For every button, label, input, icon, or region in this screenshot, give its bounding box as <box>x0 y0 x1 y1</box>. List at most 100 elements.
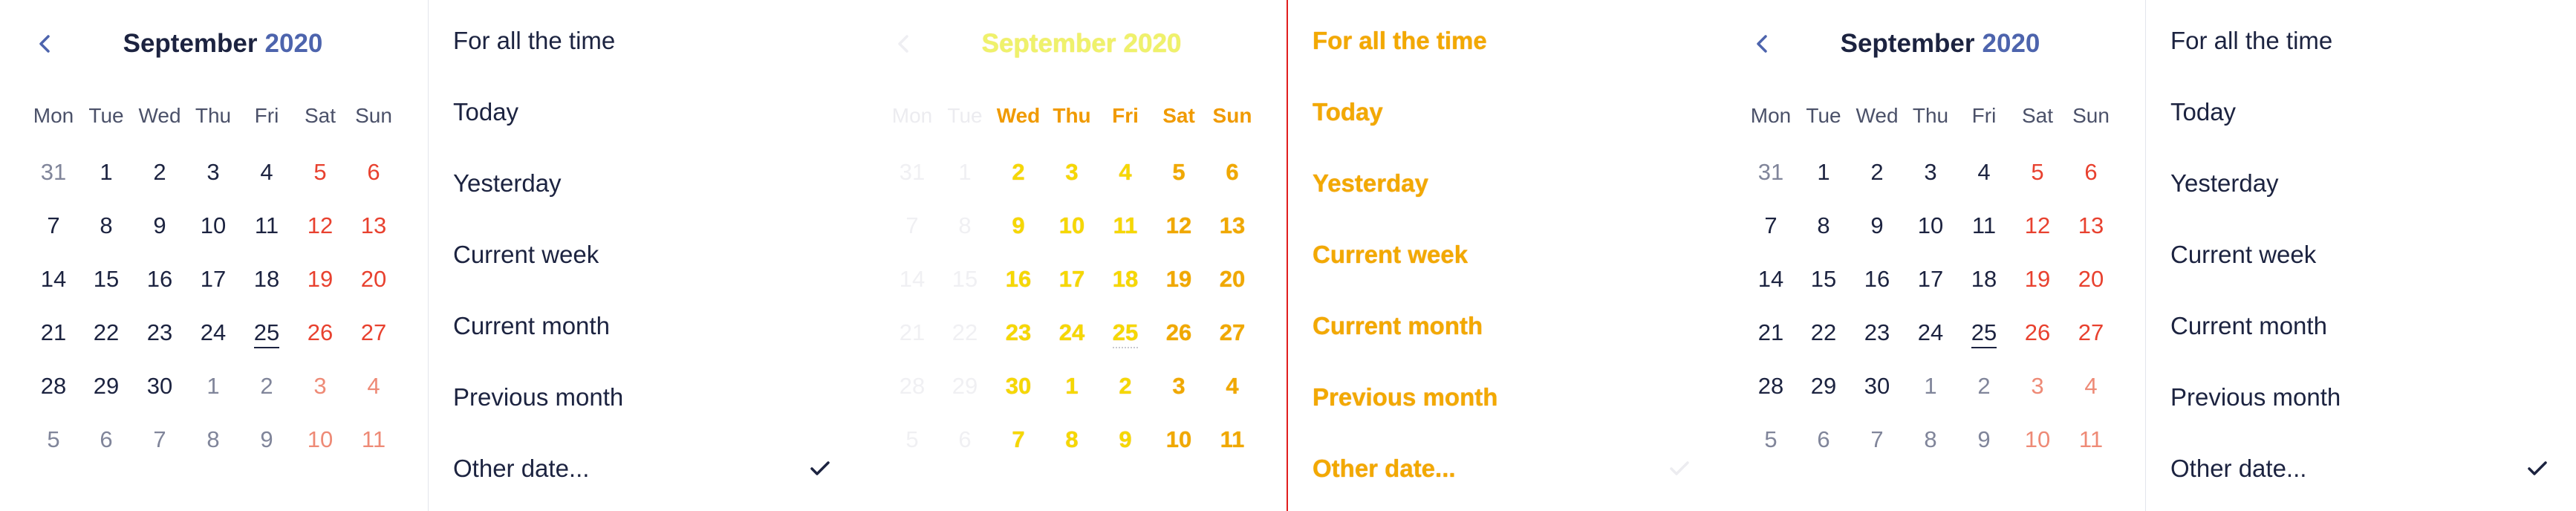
preset-item[interactable]: Today <box>1313 90 1699 134</box>
calendar-day[interactable]: 24 <box>1045 309 1099 357</box>
calendar-day[interactable]: 9 <box>992 202 1045 250</box>
calendar-day[interactable]: 12 <box>2011 202 2064 250</box>
preset-item[interactable]: Yesterday <box>1313 161 1699 206</box>
calendar-day[interactable]: 20 <box>1206 256 1259 303</box>
calendar-day[interactable]: 2 <box>133 149 186 196</box>
preset-item[interactable]: Today <box>2170 90 2557 134</box>
calendar-day[interactable]: 1 <box>79 149 133 196</box>
calendar-day[interactable]: 5 <box>1152 149 1206 196</box>
calendar-day[interactable]: 24 <box>186 309 240 357</box>
preset-item[interactable]: Current week <box>453 232 839 277</box>
calendar-day[interactable]: 17 <box>1045 256 1099 303</box>
calendar-day[interactable]: 2 <box>992 149 1045 196</box>
calendar-day[interactable]: 19 <box>2011 256 2064 303</box>
calendar-day[interactable]: 16 <box>133 256 186 303</box>
calendar-day[interactable]: 3 <box>1045 149 1099 196</box>
calendar-day[interactable]: 20 <box>347 256 400 303</box>
calendar-day[interactable]: 11 <box>2064 416 2118 463</box>
calendar-day[interactable]: 7 <box>1744 202 1798 250</box>
calendar-day[interactable]: 14 <box>1744 256 1798 303</box>
calendar-day[interactable]: 10 <box>1152 416 1206 463</box>
preset-item[interactable]: Current month <box>2170 304 2557 348</box>
preset-item[interactable]: For all the time <box>2170 19 2557 63</box>
calendar-day[interactable]: 10 <box>2011 416 2064 463</box>
calendar-day[interactable]: 31 <box>27 149 80 196</box>
calendar-day[interactable]: 6 <box>938 416 992 463</box>
calendar-day[interactable]: 8 <box>186 416 240 463</box>
calendar-day[interactable]: 27 <box>347 309 400 357</box>
calendar-day[interactable]: 29 <box>79 362 133 410</box>
preset-item[interactable]: Current month <box>1313 304 1699 348</box>
calendar-day[interactable]: 4 <box>1957 149 2011 196</box>
calendar-day[interactable]: 21 <box>885 309 939 357</box>
calendar-day[interactable]: 11 <box>347 416 400 463</box>
calendar-day[interactable]: 6 <box>1797 416 1850 463</box>
preset-item[interactable]: Yesterday <box>2170 161 2557 206</box>
calendar-day[interactable]: 20 <box>2064 256 2118 303</box>
calendar-day[interactable]: 11 <box>1206 416 1259 463</box>
calendar-day[interactable]: 5 <box>2011 149 2064 196</box>
calendar-day[interactable]: 2 <box>240 362 293 410</box>
preset-item[interactable]: For all the time <box>453 19 839 63</box>
calendar-day[interactable]: 12 <box>293 202 347 250</box>
calendar-day[interactable]: 10 <box>1904 202 1957 250</box>
calendar-day[interactable]: 7 <box>27 202 80 250</box>
calendar-day[interactable]: 28 <box>885 362 939 410</box>
calendar-day[interactable]: 19 <box>1152 256 1206 303</box>
calendar-day[interactable]: 28 <box>27 362 80 410</box>
calendar-day[interactable]: 16 <box>1850 256 1904 303</box>
calendar-day[interactable]: 23 <box>1850 309 1904 357</box>
calendar-day[interactable]: 17 <box>186 256 240 303</box>
preset-item[interactable]: Current week <box>2170 232 2557 277</box>
calendar-day[interactable]: 9 <box>1957 416 2011 463</box>
calendar-day[interactable]: 26 <box>2011 309 2064 357</box>
calendar-day[interactable]: 10 <box>186 202 240 250</box>
calendar-day[interactable]: 9 <box>1850 202 1904 250</box>
preset-item[interactable]: For all the time <box>1313 19 1699 63</box>
calendar-day[interactable]: 11 <box>1099 202 1152 250</box>
calendar-day[interactable]: 21 <box>27 309 80 357</box>
preset-item[interactable]: Yesterday <box>453 161 839 206</box>
calendar-day[interactable]: 4 <box>2064 362 2118 410</box>
prev-month-button[interactable] <box>27 25 64 62</box>
calendar-day[interactable]: 4 <box>347 362 400 410</box>
preset-item-selected[interactable]: Other date... <box>453 446 839 491</box>
calendar-day[interactable]: 30 <box>133 362 186 410</box>
preset-item[interactable]: Current week <box>1313 232 1699 277</box>
calendar-day[interactable]: 18 <box>240 256 293 303</box>
calendar-day[interactable]: 10 <box>1045 202 1099 250</box>
calendar-day[interactable]: 26 <box>1152 309 1206 357</box>
calendar-day[interactable]: 17 <box>1904 256 1957 303</box>
calendar-day[interactable]: 31 <box>885 149 939 196</box>
calendar-day[interactable]: 12 <box>1152 202 1206 250</box>
calendar-day[interactable]: 5 <box>1744 416 1798 463</box>
calendar-day[interactable]: 7 <box>992 416 1045 463</box>
preset-item-selected[interactable]: Other date... <box>1313 446 1699 491</box>
calendar-day[interactable]: 7 <box>133 416 186 463</box>
preset-item[interactable]: Today <box>453 90 839 134</box>
calendar-day[interactable]: 14 <box>27 256 80 303</box>
calendar-day[interactable]: 21 <box>1744 309 1798 357</box>
prev-month-button[interactable] <box>885 25 923 62</box>
calendar-day[interactable]: 23 <box>133 309 186 357</box>
calendar-day[interactable]: 11 <box>1957 202 2011 250</box>
calendar-day[interactable]: 13 <box>347 202 400 250</box>
calendar-day[interactable]: 8 <box>1045 416 1099 463</box>
calendar-day[interactable]: 30 <box>992 362 1045 410</box>
calendar-day[interactable]: 15 <box>1797 256 1850 303</box>
calendar-day[interactable]: 22 <box>938 309 992 357</box>
preset-item[interactable]: Previous month <box>1313 375 1699 420</box>
calendar-day[interactable]: 2 <box>1957 362 2011 410</box>
calendar-day[interactable]: 4 <box>1099 149 1152 196</box>
calendar-day[interactable]: 15 <box>938 256 992 303</box>
calendar-day[interactable]: 16 <box>992 256 1045 303</box>
calendar-day[interactable]: 3 <box>2011 362 2064 410</box>
calendar-day[interactable]: 4 <box>1206 362 1259 410</box>
calendar-day[interactable]: 30 <box>1850 362 1904 410</box>
calendar-day[interactable]: 22 <box>1797 309 1850 357</box>
calendar-day[interactable]: 1 <box>1797 149 1850 196</box>
preset-item[interactable]: Previous month <box>453 375 839 420</box>
calendar-day[interactable]: 13 <box>1206 202 1259 250</box>
calendar-day[interactable]: 27 <box>1206 309 1259 357</box>
calendar-day[interactable]: 27 <box>2064 309 2118 357</box>
